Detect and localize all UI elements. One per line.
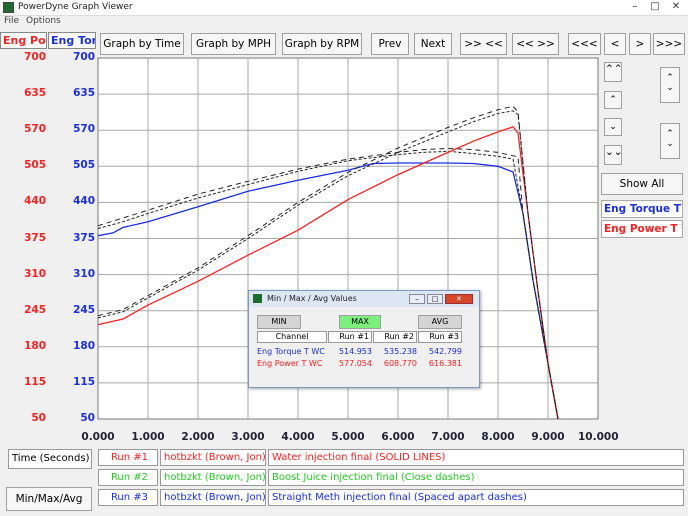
dialog-row-power-run3: 616.381 (428, 359, 462, 368)
dialog-row-torque-channel: Eng Torque T WC (257, 347, 325, 356)
dialog-app-icon (253, 294, 262, 303)
y-tick-label-power: 505 (24, 159, 46, 172)
run1-driver: hotbzkt (Brown, Jon) (160, 449, 266, 466)
close-icon[interactable]: ✕ (671, 1, 681, 12)
next-button[interactable]: Next (414, 33, 452, 55)
dialog-row-torque-run1: 514.953 (338, 347, 372, 356)
run2-driver: hotbzkt (Brown, Jon) (160, 469, 266, 486)
run3-description: Straight Meth injection final (Spaced ap… (268, 489, 684, 506)
dialog-header-channel: Channel (257, 331, 327, 343)
graph-by-time-button[interactable]: Graph by Time (100, 33, 184, 55)
window-title: PowerDyne Graph Viewer (18, 2, 133, 12)
prev-button[interactable]: Prev (371, 33, 409, 55)
y-tick-label-power: 50 (31, 412, 46, 424)
scroll-forward-button[interactable]: > (629, 33, 651, 55)
x-tick-label: 10.000 (578, 431, 619, 443)
graph-by-mph-button[interactable]: Graph by MPH (191, 33, 276, 55)
y-tick-label-torque: 180 (73, 339, 95, 352)
dialog-header-run3: Run #3 (418, 331, 462, 343)
x-tick-label: 7.000 (431, 431, 465, 443)
dialog-max-tab[interactable]: MAX (339, 315, 381, 329)
show-all-button[interactable]: Show All (601, 173, 683, 195)
zoom-y-out-icon[interactable]: ⌃ ⌄ (660, 67, 680, 103)
dialog-header-run1: Run #1 (328, 331, 372, 343)
y-tick-label-power: 310 (24, 267, 46, 280)
title-bar: PowerDyne Graph Viewer – □ ✕ (0, 0, 688, 16)
y-tick-label-torque: 440 (73, 195, 95, 208)
x-tick-label: 9.000 (531, 431, 565, 443)
y-tick-label-torque: 700 (73, 51, 95, 63)
run2-label: Run #2 (98, 469, 158, 486)
dialog-title: Min / Max / Avg Values (267, 294, 357, 303)
y-tick-label-torque: 375 (73, 231, 95, 244)
menu-bar: File Options (0, 16, 688, 28)
y-tick-label-power: 700 (24, 51, 46, 63)
pan-down-icon[interactable]: ⌄ (604, 118, 622, 136)
min-max-avg-button[interactable]: Min/Max/Avg (6, 487, 92, 511)
scroll-last-button[interactable]: >>> (653, 33, 685, 55)
y-tick-label-power: 570 (24, 123, 46, 136)
tab-eng-power[interactable]: Eng Power (0, 32, 47, 49)
legend-power[interactable]: Eng Power T WC (601, 220, 683, 238)
pan-up-icon[interactable]: ⌃ (604, 91, 622, 109)
x-tick-label: 5.000 (331, 431, 365, 443)
maximize-icon[interactable]: □ (650, 1, 660, 12)
menu-options[interactable]: Options (26, 16, 61, 26)
run1-label: Run #1 (98, 449, 158, 466)
x-tick-label: 2.000 (181, 431, 215, 443)
legend-torque[interactable]: Eng Torque T WC (601, 200, 683, 218)
dialog-row-power-run2: 608.770 (383, 359, 417, 368)
y-tick-label-torque: 50 (80, 412, 95, 424)
y-tick-label-power: 440 (24, 195, 46, 208)
run1-description: Water injection final (SOLID LINES) (268, 449, 684, 466)
y-tick-label-power: 635 (24, 87, 46, 100)
dialog-row-torque-run3: 542.799 (428, 347, 462, 356)
dialog-min-tab[interactable]: MIN (257, 315, 301, 329)
run3-label: Run #3 (98, 489, 158, 506)
y-tick-label-torque: 245 (73, 303, 95, 316)
x-tick-label: 8.000 (481, 431, 515, 443)
y-tick-label-power: 245 (24, 303, 46, 316)
zoom-out-button[interactable]: << >> (512, 33, 559, 55)
y-tick-label-torque: 505 (73, 159, 95, 172)
dialog-row-torque-run2: 535.238 (383, 347, 417, 356)
dialog-row-power-channel: Eng Power T WC (257, 359, 323, 368)
x-tick-label: 3.000 (231, 431, 265, 443)
y-tick-label-power: 180 (24, 339, 46, 352)
y-tick-label-power: 115 (24, 375, 46, 388)
app-icon (3, 2, 14, 13)
scroll-first-button[interactable]: <<< (568, 33, 601, 55)
menu-file[interactable]: File (4, 16, 20, 26)
dialog-close-icon[interactable]: ✕ (445, 294, 473, 304)
time-axis-label: Time (Seconds) (8, 449, 92, 469)
dialog-row-power-run1: 577.054 (338, 359, 372, 368)
dialog-maximize-icon[interactable]: □ (427, 294, 443, 304)
y-tick-label-torque: 310 (73, 267, 95, 280)
zoom-in-button[interactable]: >> << (460, 33, 507, 55)
y-tick-label-torque: 635 (73, 87, 95, 100)
dialog-header-run2: Run #2 (373, 331, 417, 343)
tab-eng-torque[interactable]: Eng Torque (48, 32, 96, 49)
y-tick-label-torque: 115 (73, 375, 95, 388)
graph-by-rpm-button[interactable]: Graph by RPM (282, 33, 362, 55)
zoom-y-in-icon[interactable]: ⌃ ⌄ (660, 123, 680, 159)
dialog-title-bar: Min / Max / Avg Values – □ ✕ (249, 291, 479, 307)
minimize-icon[interactable]: – (632, 1, 638, 12)
scroll-back-button[interactable]: < (604, 33, 626, 55)
x-tick-label: 0.000 (81, 431, 115, 443)
run2-description: Boost Juice injection final (Close dashe… (268, 469, 684, 486)
pan-down-far-icon[interactable]: ⌄⌄ (604, 145, 623, 165)
y-tick-label-torque: 570 (73, 123, 95, 136)
dialog-minimize-icon[interactable]: – (409, 294, 425, 304)
dialog-avg-tab[interactable]: AVG (418, 315, 462, 329)
y-tick-label-power: 375 (24, 231, 46, 244)
min-max-avg-dialog: Min / Max / Avg Values – □ ✕ MIN MAX AVG… (248, 290, 480, 388)
run3-driver: hotbzkt (Brown, Jon) (160, 489, 266, 506)
x-tick-label: 1.000 (131, 431, 165, 443)
x-tick-label: 4.000 (281, 431, 315, 443)
pan-up-far-icon[interactable]: ⌃⌃ (604, 62, 623, 82)
x-tick-label: 6.000 (381, 431, 415, 443)
